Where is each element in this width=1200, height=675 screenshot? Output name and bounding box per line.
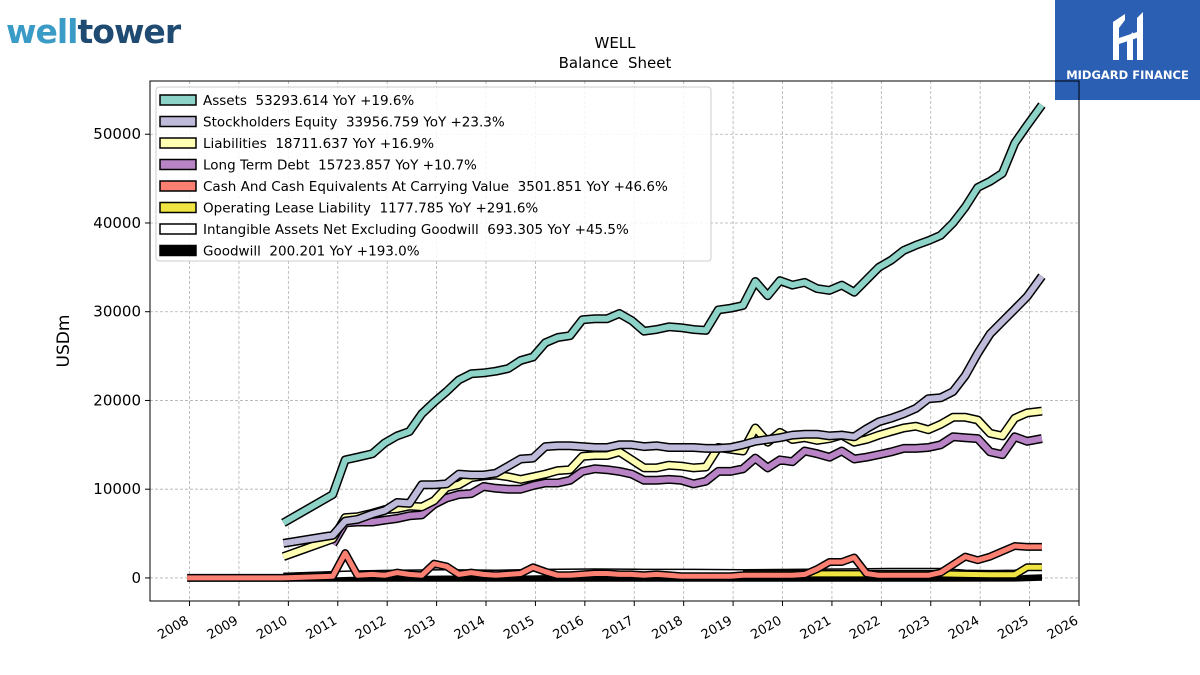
legend-entry-label: Cash And Cash Equivalents At Carrying Va… <box>203 179 668 195</box>
x-tick-label: 2023 <box>897 613 933 643</box>
x-tick-label: 2020 <box>748 613 784 643</box>
y-axis-label: USDm <box>54 315 74 368</box>
x-axis: 2008 2009 2010 2011 2012 2013 2014 2015 2016 2017… <box>155 601 1081 643</box>
legend-swatch <box>159 94 197 106</box>
legend-swatch <box>159 223 197 235</box>
x-tick-label: 2016 <box>551 613 587 643</box>
legend-entry-label: Operating Lease Liability 1177.785 YoY +… <box>203 201 538 217</box>
midgard-finance-logo: MIDGARD FINANCE <box>1055 0 1200 100</box>
series-line-assets <box>281 103 1045 526</box>
legend-swatch <box>159 158 197 171</box>
x-tick-label: 2025 <box>995 613 1031 643</box>
legend: Assets 53293.614 YoY +19.6% Stockholders … <box>155 86 712 262</box>
x-tick-label: 2011 <box>304 613 340 643</box>
logo-text-part2: tower <box>77 12 182 51</box>
logo-text-part1: well <box>6 12 78 51</box>
y-tick-label: 0 <box>131 569 141 587</box>
x-tick-label: 2021 <box>798 613 834 643</box>
x-tick-label: 2018 <box>650 613 686 643</box>
midgard-brand-name: MIDGARD FINANCE <box>1066 68 1189 82</box>
x-tick-label: 2009 <box>205 613 241 643</box>
legend-entry-label: Intangible Assets Net Excluding Goodwill… <box>203 222 629 238</box>
legend-entry-label: Long Term Debt 15723.857 YoY +10.7% <box>203 158 477 174</box>
y-tick-label: 30000 <box>93 303 141 321</box>
legend-entry-label: Goodwill 200.201 YoY +193.0% <box>203 244 420 260</box>
x-tick-label: 2008 <box>155 613 191 643</box>
legend-swatch <box>159 201 197 214</box>
chart-subtitle: Balance Sheet <box>559 54 672 72</box>
y-tick-label: 40000 <box>93 214 141 232</box>
x-tick-label: 2019 <box>699 613 735 643</box>
x-tick-label: 2012 <box>353 613 389 643</box>
legend-entry-label: Stockholders Equity 33956.759 YoY +23.3% <box>203 115 505 131</box>
x-tick-label: 2010 <box>254 613 290 643</box>
y-axis: 0 10000 20000 30000 40000 50000 <box>93 125 150 587</box>
x-tick-label: 2015 <box>501 613 537 643</box>
y-tick-label: 10000 <box>93 480 141 498</box>
x-tick-label: 2026 <box>1045 613 1081 643</box>
series-line-long-term-debt <box>330 433 1043 546</box>
welltower-logo: welltower <box>6 4 182 60</box>
legend-swatch <box>159 137 197 149</box>
legend-swatch <box>159 244 197 257</box>
series-group <box>187 102 1046 582</box>
x-tick-label: 2024 <box>946 613 982 643</box>
plot-frame <box>149 80 1080 602</box>
x-tick-label: 2013 <box>402 613 438 643</box>
legend-entry-label: Liabilities 18711.637 YoY +16.9% <box>203 136 434 152</box>
y-tick-label: 20000 <box>93 391 141 409</box>
series-line-cash-and-cash-equivalents-at-carrying-value <box>187 543 1042 581</box>
chart-title: WELL <box>594 34 636 52</box>
midgard-mark-icon <box>1113 12 1143 60</box>
legend-swatch <box>159 115 197 128</box>
y-tick-label: 50000 <box>93 125 141 143</box>
x-tick-label: 2022 <box>847 613 883 643</box>
legend-swatch <box>159 180 197 192</box>
x-tick-label: 2017 <box>600 613 636 643</box>
legend-box <box>155 86 712 262</box>
x-tick-label: 2014 <box>452 613 488 643</box>
series-line-liabilities <box>282 408 1043 560</box>
legend-entry-label: Assets 53293.614 YoY +19.6% <box>203 93 414 109</box>
series-line-stockholders-equity <box>282 274 1045 547</box>
